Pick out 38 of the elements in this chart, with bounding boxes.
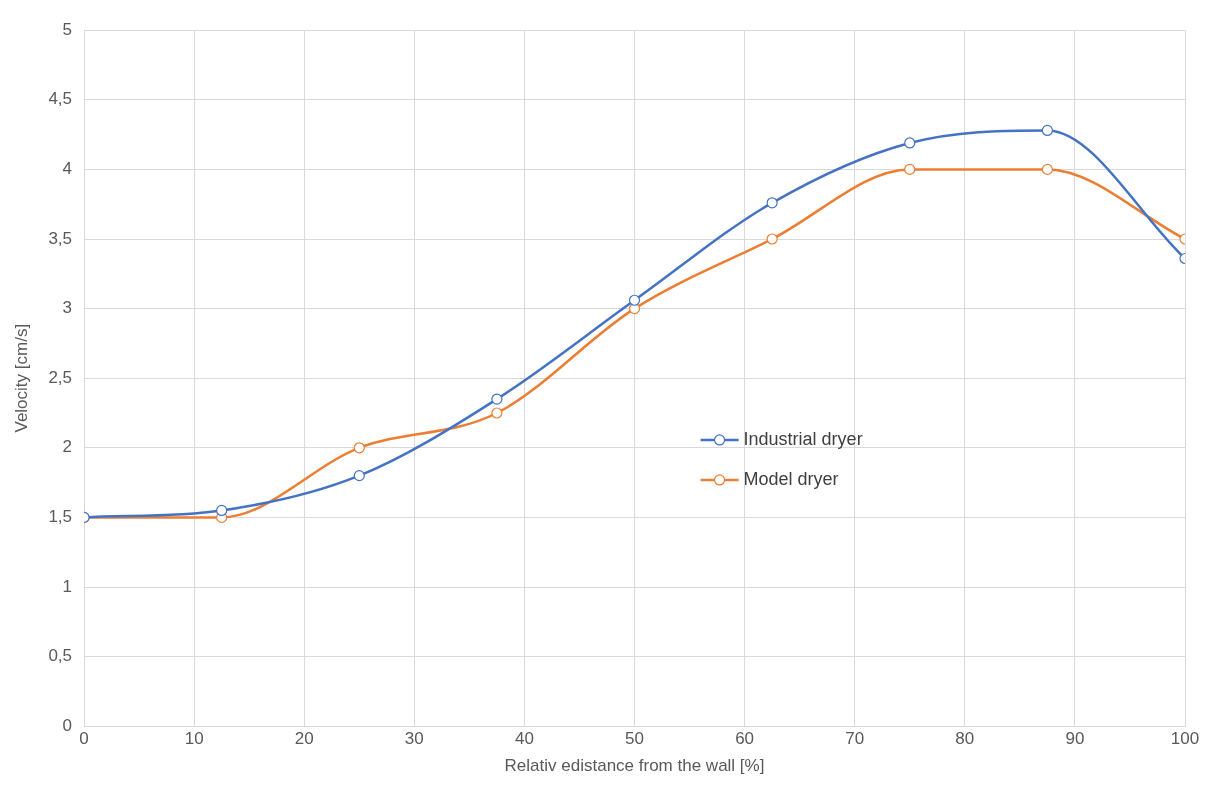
x-tick-label: 10 <box>184 729 204 749</box>
x-tick-label: 50 <box>625 729 644 749</box>
y-axis-title: Velocity [cm/s] <box>11 323 31 433</box>
x-tick-label: 20 <box>294 729 314 749</box>
x-tick-label: 100 <box>1170 729 1200 749</box>
point <box>1041 124 1053 137</box>
x-tick-label: 60 <box>735 729 755 749</box>
x-tick-label: 70 <box>845 729 865 749</box>
y-tick-label: 2 <box>62 437 73 457</box>
x-tick-label: 80 <box>955 729 975 749</box>
point <box>353 442 365 454</box>
point <box>766 197 778 209</box>
y-tick-label: 5 <box>62 19 73 39</box>
y-tick-label: 0 <box>62 715 73 735</box>
point <box>491 407 503 419</box>
x-tick-label: 90 <box>1065 729 1085 749</box>
point <box>1041 163 1053 175</box>
y-tick-label: 4,5 <box>48 89 73 109</box>
point <box>766 233 778 245</box>
x-axis-title: Relativ edistance from the wall [%] <box>504 756 765 776</box>
x-tick-label: 30 <box>404 729 424 749</box>
point <box>904 137 916 149</box>
legend-label: Industrial dryer <box>743 428 863 449</box>
point <box>216 504 228 517</box>
legend-label: Model dryer <box>743 468 839 489</box>
x-tick-label: 0 <box>79 729 89 749</box>
y-tick-label: 3,5 <box>48 228 73 248</box>
y-tick-label: 1,5 <box>48 507 73 527</box>
point <box>353 470 365 482</box>
x-tick-label: 40 <box>514 729 534 749</box>
y-tick-label: 3 <box>62 298 73 318</box>
point <box>628 294 641 306</box>
point <box>491 393 503 405</box>
y-tick-label: 0,5 <box>48 646 73 666</box>
point <box>904 163 916 175</box>
y-tick-label: 2,5 <box>48 367 73 387</box>
y-tick-label: 1 <box>62 576 73 596</box>
y-tick-label: 4 <box>62 159 73 179</box>
